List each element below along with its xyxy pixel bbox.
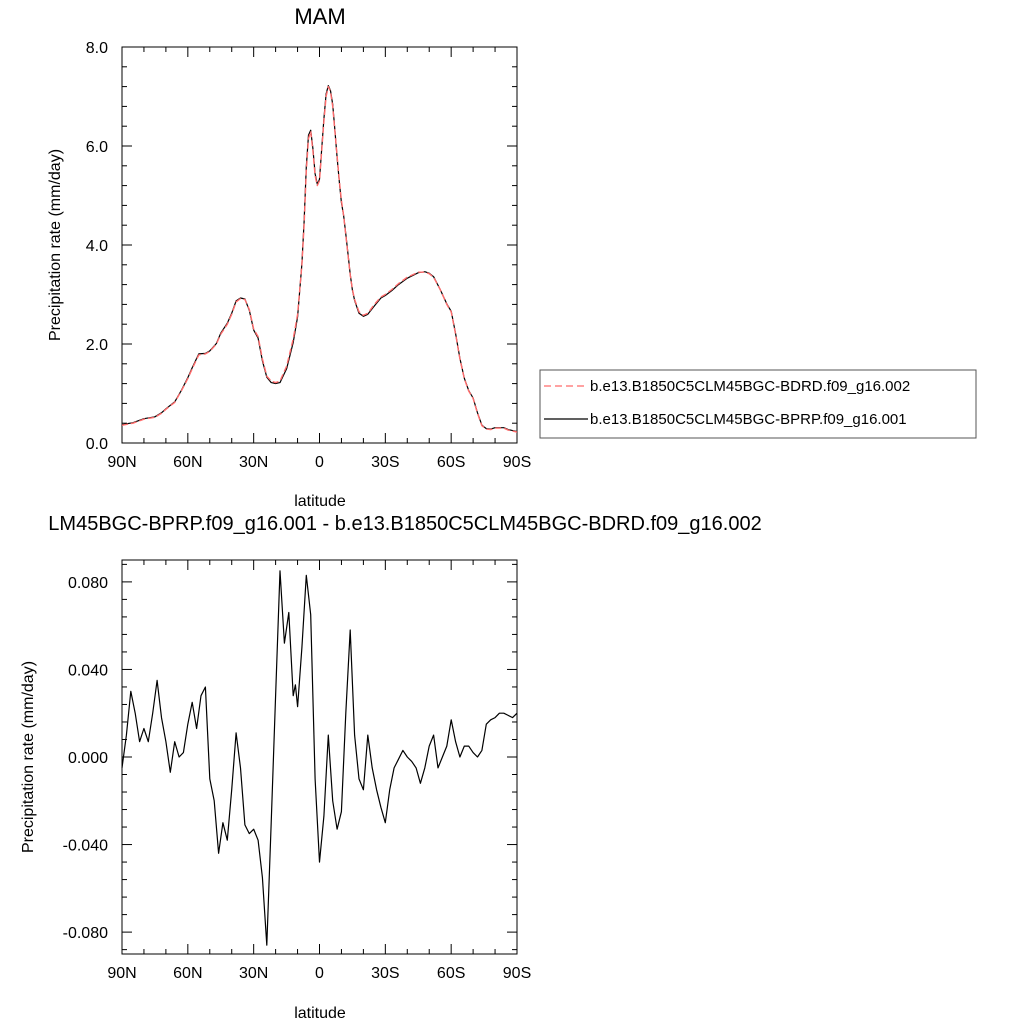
top-series-line-0 xyxy=(121,84,518,433)
top-x-tick-label: 30S xyxy=(371,454,399,471)
bottom-x-tick-label: 30S xyxy=(371,965,399,982)
bottom-x-tick-label: 60N xyxy=(173,965,202,982)
top-x-axis-label: latitude xyxy=(294,493,346,510)
legend-label-bprp: b.e13.B1850C5CLM45BGC-BPRP.f09_g16.001 xyxy=(590,411,907,428)
bottom-y-tick-label: 0.000 xyxy=(68,750,108,767)
bottom-y-tick-label: -0.080 xyxy=(63,925,108,942)
top-series-line-1 xyxy=(121,85,518,433)
bottom-series-lines xyxy=(121,570,518,946)
top-chart-title: MAM xyxy=(294,4,345,29)
legend-label-bdrd: b.e13.B1850C5CLM45BGC-BDRD.f09_g16.002 xyxy=(590,378,910,395)
bottom-chart-panel: LM45BGC-BPRP.f09_g16.001 - b.e13.B1850C5… xyxy=(20,513,762,1022)
legend: b.e13.B1850C5CLM45BGC-BDRD.f09_g16.002 b… xyxy=(539,369,977,439)
bottom-x-axis-label: latitude xyxy=(294,1005,346,1022)
top-x-tick-label: 0 xyxy=(315,454,324,471)
bottom-x-tick-label: 30N xyxy=(239,965,268,982)
bottom-chart-title: LM45BGC-BPRP.f09_g16.001 - b.e13.B1850C5… xyxy=(48,513,761,535)
bottom-series-line-0 xyxy=(121,570,518,946)
top-y-tick-label: 8.0 xyxy=(86,40,108,57)
bottom-x-tick-label: 90N xyxy=(107,965,136,982)
bottom-y-tick-label: 0.080 xyxy=(68,575,108,592)
bottom-plot-frame xyxy=(121,559,518,955)
top-x-tick-label: 90N xyxy=(107,454,136,471)
top-axis-ticks: 90N 60N 30N 0 30S 60S 90S 0.0 2.0 4.0 6.0 8.0 xyxy=(86,40,531,471)
bottom-axis-ticks: 90N 60N 30N 0 30S 60S 90S -0.080 -0.040 0.000 0.04… xyxy=(63,560,531,982)
top-series-lines xyxy=(121,84,518,433)
top-x-tick-label: 90S xyxy=(503,454,531,471)
bottom-y-tick-label: -0.040 xyxy=(63,838,108,855)
top-x-tick-label: 30N xyxy=(239,454,268,471)
top-y-tick-label: 4.0 xyxy=(86,238,108,255)
top-y-tick-label: 6.0 xyxy=(86,139,108,156)
top-y-tick-label: 2.0 xyxy=(86,337,108,354)
top-plot-frame xyxy=(121,46,518,444)
top-y-axis-label: Precipitation rate (mm/day) xyxy=(47,149,64,341)
bottom-x-tick-label: 0 xyxy=(315,965,324,982)
top-x-tick-label: 60S xyxy=(437,454,465,471)
bottom-x-tick-label: 90S xyxy=(503,965,531,982)
bottom-y-tick-label: 0.040 xyxy=(68,662,108,679)
bottom-x-tick-label: 60S xyxy=(437,965,465,982)
legend-box xyxy=(539,369,977,439)
bottom-y-axis-label: Precipitation rate (mm/day) xyxy=(20,661,37,853)
top-x-tick-label: 60N xyxy=(173,454,202,471)
top-chart-panel: MAM 90N 60N 30N 0 30S 60S 90S 0.0 2.0 4.0 6.0 8.0 l… xyxy=(47,4,531,510)
top-y-tick-label: 0.0 xyxy=(86,436,108,453)
